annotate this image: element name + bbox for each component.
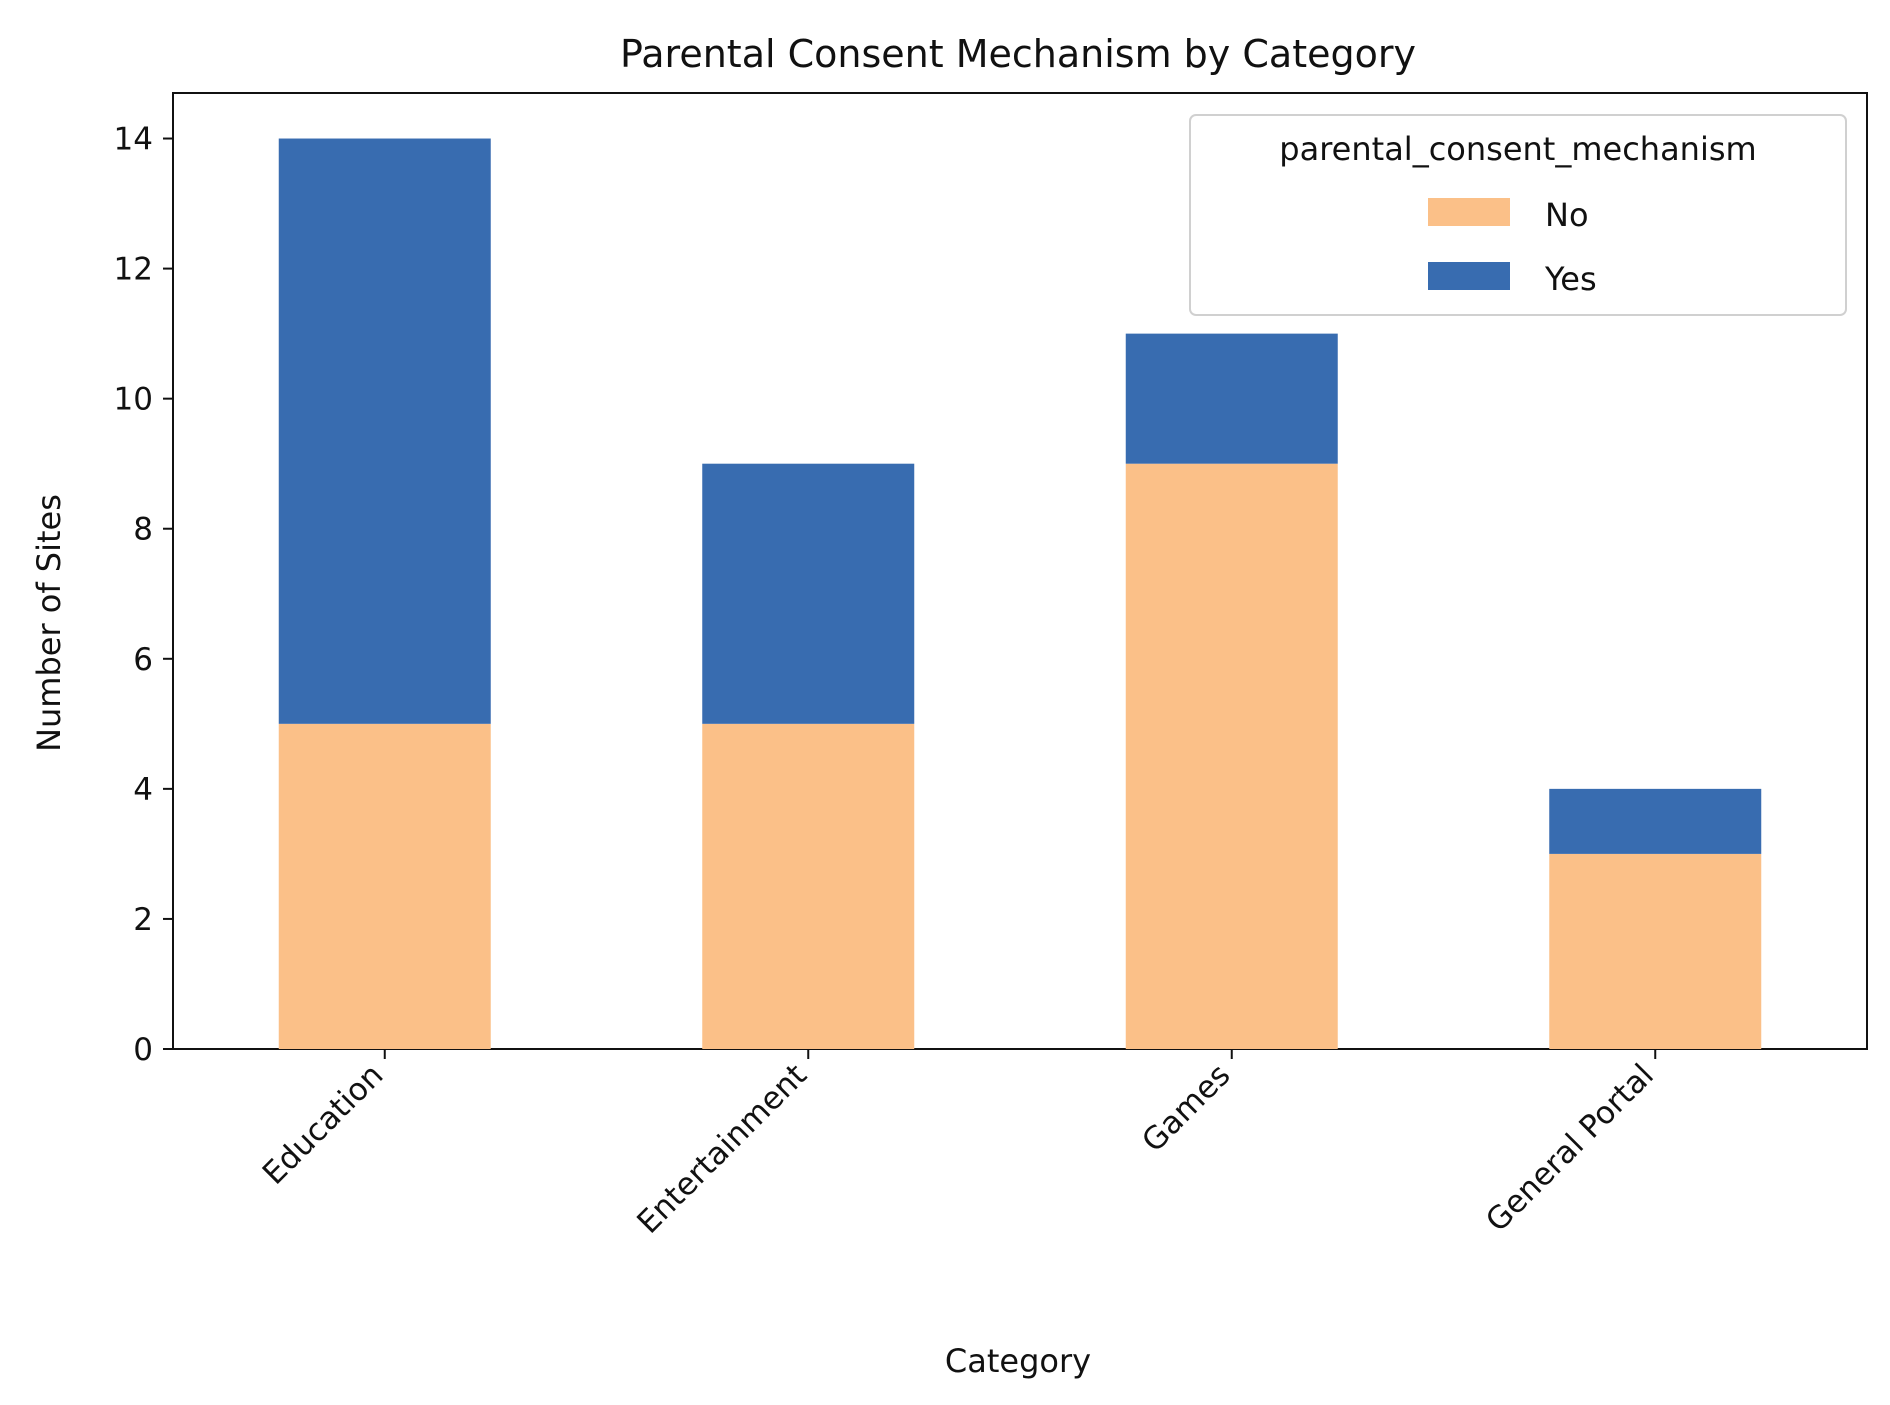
bar-yes-general-portal [1549, 788, 1762, 854]
legend: parental_consent_mechanism No Yes [1189, 114, 1847, 316]
legend-title: parental_consent_mechanism [1279, 130, 1756, 168]
y-tick-label: 8 [133, 512, 153, 548]
bar-yes-education [278, 138, 491, 724]
legend-swatch-no [1428, 198, 1510, 226]
bar-no-games [1125, 463, 1338, 1050]
bar-no-entertainment [702, 723, 915, 1049]
chart-title: Parental Consent Mechanism by Category [620, 32, 1416, 76]
legend-box [1189, 114, 1847, 316]
y-tick-label: 0 [133, 1032, 153, 1068]
y-tick-label: 4 [133, 772, 153, 808]
y-tick-label: 10 [114, 382, 153, 418]
x-axis: Education Entertainment Games General Porta… [256, 1049, 1661, 1241]
bar-yes-games [1125, 333, 1338, 464]
legend-label-no: No [1545, 196, 1589, 234]
bar-yes-entertainment [702, 463, 915, 724]
x-axis-label: Category [945, 1342, 1091, 1380]
legend-swatch-yes [1428, 262, 1510, 290]
x-tick-label: Games [1135, 1057, 1237, 1159]
y-tick-label: 2 [133, 902, 153, 938]
legend-label-yes: Yes [1544, 260, 1597, 298]
x-tick-label: Entertainment [630, 1057, 814, 1241]
y-tick-label: 6 [133, 642, 153, 678]
y-tick-label: 14 [114, 122, 153, 158]
bar-no-general-portal [1549, 853, 1762, 1049]
x-tick-label: Education [256, 1057, 391, 1192]
x-tick-label: General Portal [1479, 1057, 1661, 1239]
y-axis-label: Number of Sites [30, 494, 68, 752]
bar-no-education [278, 723, 491, 1049]
y-tick-label: 12 [114, 252, 153, 288]
y-axis: 0 2 4 6 8 10 12 14 [114, 122, 173, 1068]
bar-series [278, 138, 1762, 1050]
